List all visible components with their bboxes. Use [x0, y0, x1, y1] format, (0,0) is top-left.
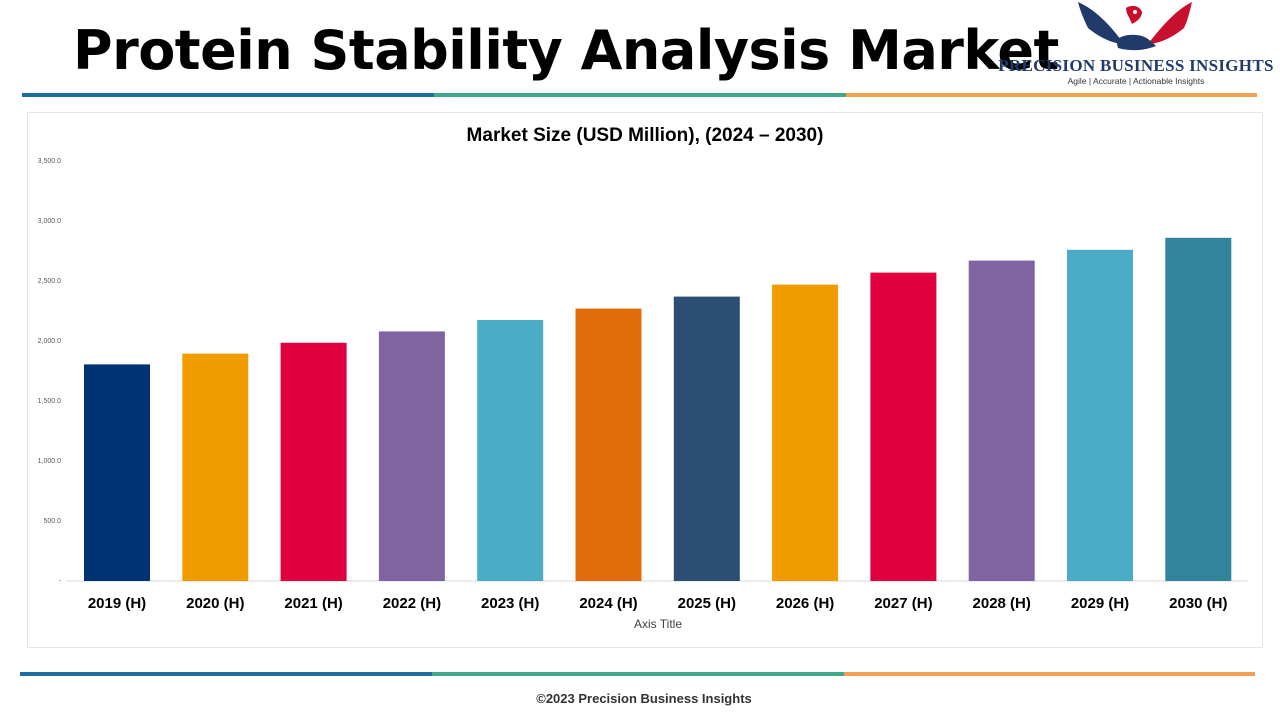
y-tick-label: 3,000.0: [38, 218, 61, 225]
x-tick-label: 2030 (H): [1169, 595, 1227, 612]
logo-tagline: Agile | Accurate | Actionable Insights: [1067, 76, 1205, 86]
chart-title: Market Size (USD Million), (2024 – 2030): [467, 125, 824, 146]
y-tick-label: 500.0: [43, 518, 61, 525]
bar: [1165, 237, 1232, 582]
bottom-rule-green: [432, 672, 844, 676]
x-tick-label: 2028 (H): [973, 595, 1031, 612]
x-tick-label: 2019 (H): [88, 595, 146, 612]
top-rule-orange: [846, 93, 1257, 97]
top-rule-blue: [22, 93, 434, 97]
x-tick-label: 2021 (H): [284, 595, 342, 612]
footer-copyright: ©2023 Precision Business Insights: [536, 691, 752, 706]
bar: [477, 320, 544, 581]
y-tick-label: 2,000.0: [38, 338, 61, 345]
bar: [673, 296, 740, 581]
x-tick-label: 2024 (H): [579, 595, 637, 612]
bar: [870, 272, 937, 581]
company-logo: PRECISION BUSINESS INSIGHTS Agile | Accu…: [996, 0, 1276, 90]
x-tick-label: 2027 (H): [874, 595, 932, 612]
bar-chart: Market Size (USD Million), (2024 – 2030)…: [38, 125, 1248, 631]
y-tick-label: 1,000.0: [38, 458, 61, 465]
x-tick-label: 2026 (H): [776, 595, 834, 612]
bar: [968, 260, 1035, 581]
y-tick-label: 2,500.0: [38, 278, 61, 285]
bar: [280, 342, 347, 581]
bars: [84, 237, 1232, 582]
bar: [378, 331, 445, 581]
top-rule-green: [434, 93, 846, 97]
bottom-rule-blue: [20, 672, 432, 676]
x-axis-title: Axis Title: [634, 617, 682, 631]
bar: [772, 284, 839, 581]
logo-name: PRECISION BUSINESS INSIGHTS: [998, 56, 1274, 75]
bar: [182, 353, 249, 581]
x-tick-label: 2020 (H): [186, 595, 244, 612]
bottom-rule-orange: [844, 672, 1255, 676]
y-tick-label: 3,500.0: [38, 158, 61, 165]
x-axis-ticks: 2019 (H) 2020 (H) 2021 (H) 2022 (H) 2023 (H)…: [88, 595, 1228, 612]
eagle-handshake-icon: [1078, 2, 1192, 51]
x-tick-label: 2029 (H): [1071, 595, 1129, 612]
y-axis-ticks: - 500.0 1,000.0 1,500.0 2,000.0 2,500.0 3,000.…: [38, 158, 62, 585]
bar: [84, 364, 150, 581]
chart-area: Market Size (USD Million), (2024 – 2030)…: [27, 112, 1263, 648]
bar: [1067, 249, 1133, 582]
y-tick-label: -: [59, 578, 62, 585]
page-title: Protein Stability Analysis Market: [73, 19, 1059, 82]
x-tick-label: 2025 (H): [678, 595, 736, 612]
x-tick-label: 2022 (H): [383, 595, 441, 612]
bar: [575, 308, 642, 581]
y-tick-label: 1,500.0: [38, 398, 61, 405]
x-tick-label: 2023 (H): [481, 595, 539, 612]
